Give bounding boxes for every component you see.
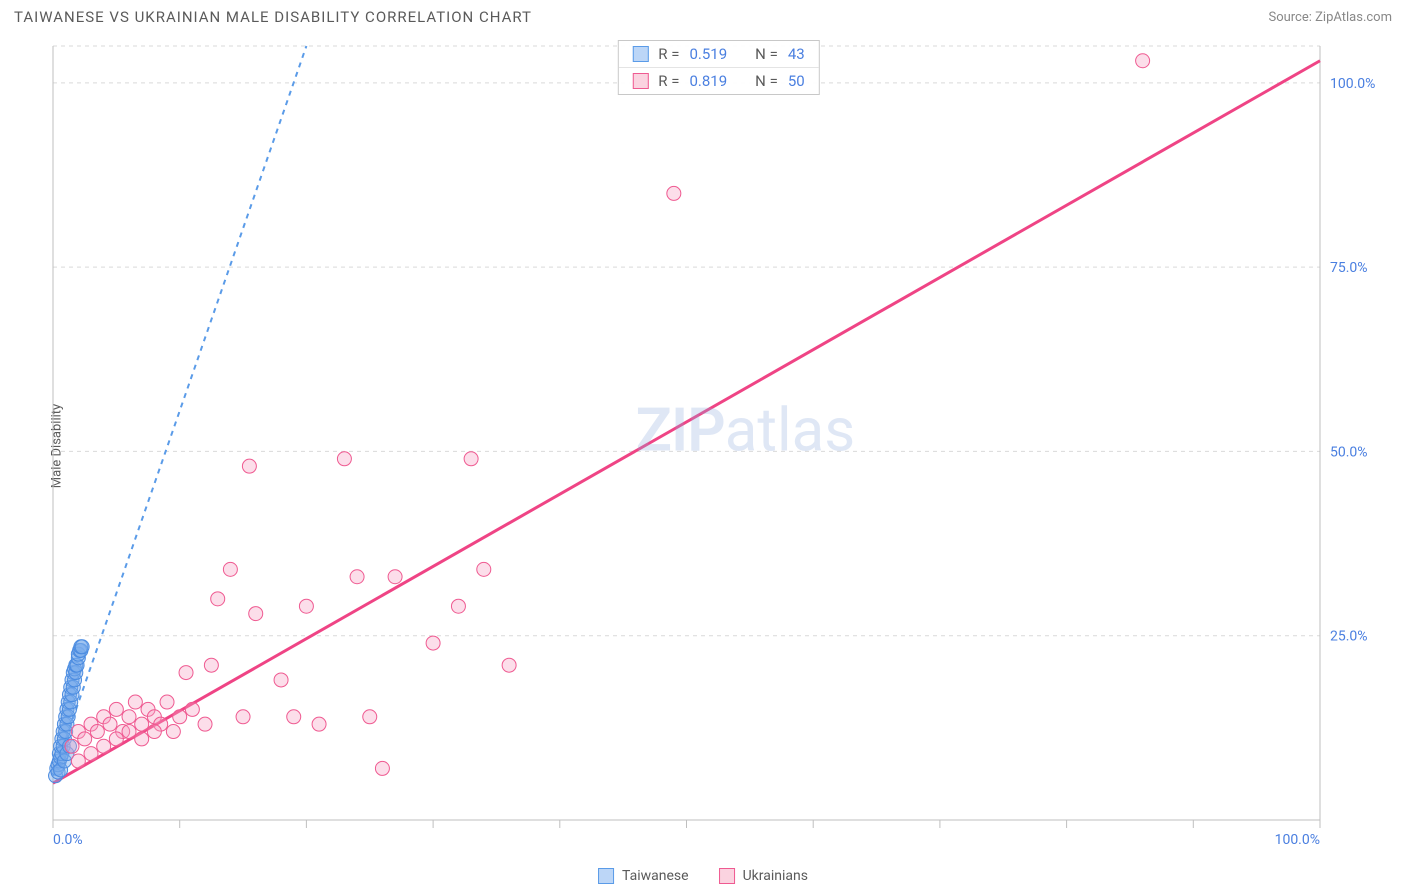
legend-label: Ukrainians <box>743 868 808 884</box>
legend-label: Taiwanese <box>622 868 689 884</box>
legend-swatch-pink <box>632 73 648 89</box>
legend-r-label: R = <box>658 72 679 90</box>
legend-n-label: N = <box>755 45 778 63</box>
svg-text:25.0%: 25.0% <box>1330 629 1368 645</box>
svg-text:0.0%: 0.0% <box>53 832 83 848</box>
legend-r-value: 0.819 <box>689 72 727 90</box>
correlation-legend: R = 0.519 N = 43 R = 0.819 N = 50 <box>617 40 819 95</box>
svg-text:50.0%: 50.0% <box>1330 444 1368 460</box>
scatter-chart: 0.0% 100.0% 25.0% 50.0% 75.0% 100.0% <box>45 40 1392 852</box>
legend-n-value: 43 <box>788 45 805 63</box>
legend-swatch-blue <box>598 868 614 884</box>
legend-r-value: 0.519 <box>689 45 727 63</box>
plot-area: Male Disability 0.0%100.0%25.0%50.0%75.0… <box>45 40 1392 852</box>
legend-n-value: 50 <box>788 72 805 90</box>
chart-header: TAIWANESE VS UKRAINIAN MALE DISABILITY C… <box>0 0 1406 32</box>
legend-row-taiwanese: R = 0.519 N = 43 <box>618 41 818 67</box>
svg-text:100.0%: 100.0% <box>1330 76 1375 92</box>
chart-source: Source: ZipAtlas.com <box>1268 10 1392 25</box>
legend-item-taiwanese: Taiwanese <box>598 868 689 884</box>
svg-text:100.0%: 100.0% <box>1275 832 1320 848</box>
legend-swatch-pink <box>719 868 735 884</box>
legend-row-ukrainians: R = 0.819 N = 50 <box>618 67 818 94</box>
legend-swatch-blue <box>632 46 648 62</box>
chart-title: TAIWANESE VS UKRAINIAN MALE DISABILITY C… <box>14 8 532 26</box>
legend-n-label: N = <box>755 72 778 90</box>
legend-r-label: R = <box>658 45 679 63</box>
legend-item-ukrainians: Ukrainians <box>719 868 808 884</box>
svg-text:75.0%: 75.0% <box>1330 260 1368 276</box>
series-legend: Taiwanese Ukrainians <box>598 868 808 884</box>
